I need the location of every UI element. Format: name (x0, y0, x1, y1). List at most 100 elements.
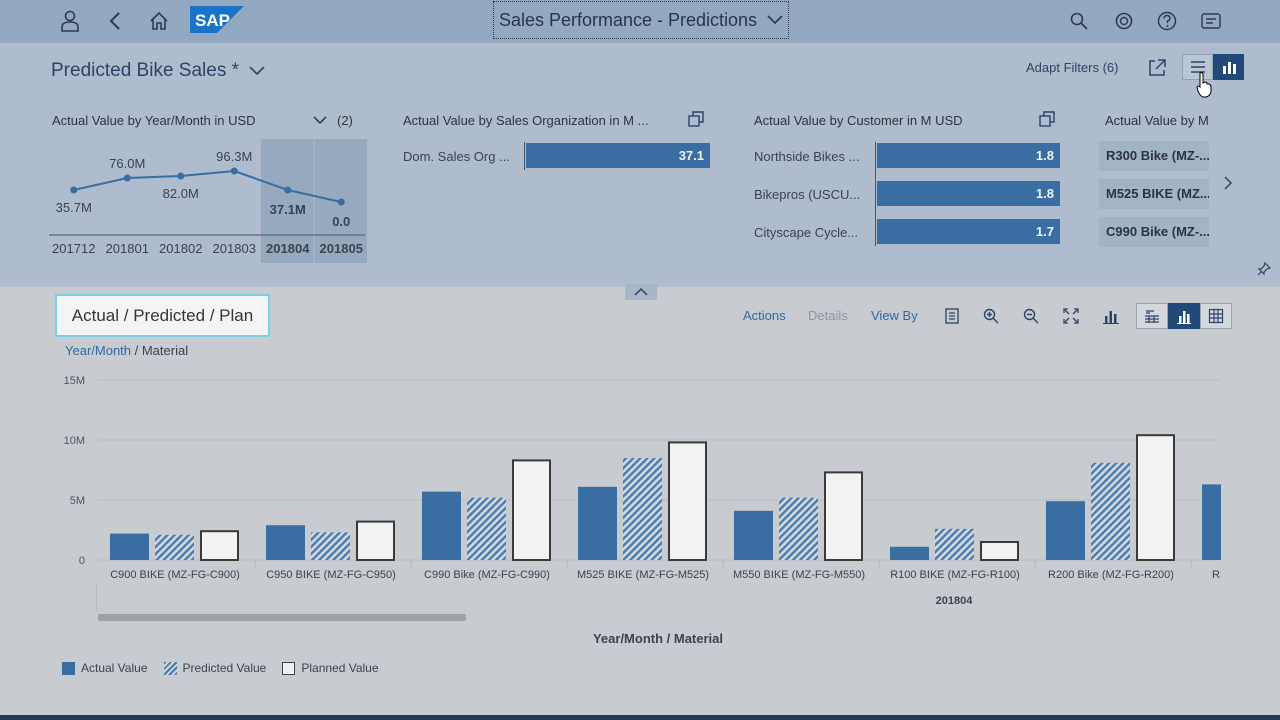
predicted-value-bar[interactable] (935, 528, 974, 560)
customer-bar[interactable]: 1.7 (877, 219, 1060, 244)
fullscreen-icon[interactable] (1060, 305, 1082, 327)
breadcrumb-link-year-month[interactable]: Year/Month (65, 343, 132, 358)
planned-value-bar[interactable] (824, 471, 863, 561)
notifications-icon[interactable] (1195, 5, 1227, 37)
period-tick-label[interactable]: 201801 (106, 241, 149, 256)
chart-view-button[interactable] (1168, 303, 1200, 329)
line-point[interactable] (177, 172, 185, 180)
x-axis-title: Year/Month / Material (592, 631, 724, 646)
actual-value-bar[interactable] (266, 525, 305, 560)
material-item[interactable]: C990 Bike (MZ-... (1099, 217, 1209, 247)
y-tick-label: 15M (64, 375, 85, 387)
details-button[interactable]: Details (808, 308, 848, 323)
planned-value-bar[interactable] (980, 541, 1019, 561)
year-month-selection-dropdown[interactable]: (2) (313, 113, 353, 128)
selected-period-highlight[interactable] (261, 139, 314, 263)
pin-icon[interactable] (1257, 262, 1271, 276)
actual-value-bar[interactable] (1202, 484, 1225, 560)
predicted-value-bar[interactable] (1091, 462, 1130, 560)
period-tick-label[interactable]: 201803 (213, 241, 256, 256)
back-icon[interactable] (99, 5, 131, 37)
chart-and-table-view-button[interactable] (1136, 303, 1168, 329)
card-title-year-month: Actual Value by Year/Month in USD (52, 113, 256, 128)
share-icon[interactable] (1146, 57, 1168, 79)
legend-item-predicted[interactable]: Predicted Value (163, 661, 267, 675)
actual-value-bar[interactable] (1046, 501, 1085, 560)
copilot-icon[interactable] (1108, 5, 1140, 37)
visual-filter-button[interactable] (1213, 54, 1244, 80)
chevron-right-icon[interactable] (1222, 175, 1234, 191)
chart-type-icon[interactable] (1100, 305, 1122, 327)
copy-icon[interactable] (1039, 111, 1057, 129)
x-tick-label[interactable]: M550 BIKE (MZ-FG-M550) (733, 569, 865, 581)
actual-predicted-plan-bar-chart[interactable]: C900 BIKE (MZ-FG-C900) C950 BIKE (MZ-FG-C… (55, 370, 1225, 610)
variant-selector[interactable]: Predicted Bike Sales * (51, 60, 265, 82)
app-title-menu[interactable]: Sales Performance - Predictions (493, 1, 789, 39)
bar-chart-icon (1176, 308, 1192, 324)
predicted-value-bar[interactable] (467, 497, 506, 560)
planned-value-bar[interactable] (1136, 434, 1175, 561)
planned-value-bar[interactable] (512, 459, 551, 561)
x-tick-label[interactable]: R100 BIKE (MZ-FG-R100) (890, 569, 1020, 581)
predicted-value-bar[interactable] (311, 532, 350, 560)
predicted-value-bar[interactable] (779, 497, 818, 560)
x-tick-label[interactable]: R200 Bike (MZ-FG-R200) (1048, 569, 1174, 581)
period-tick-label[interactable]: 201802 (159, 241, 202, 256)
material-item[interactable]: R300 Bike (MZ-... (1099, 141, 1209, 171)
chevron-down-icon (313, 116, 327, 125)
line-point[interactable] (230, 167, 238, 175)
planned-value-bar[interactable] (200, 530, 239, 561)
actual-value-bar[interactable] (110, 533, 149, 560)
actual-value-bar[interactable] (734, 510, 773, 560)
line-point[interactable] (284, 186, 292, 194)
planned-value-bar[interactable] (668, 441, 707, 561)
material-item[interactable]: M525 BIKE (MZ... (1099, 179, 1209, 209)
adapt-filters-button[interactable]: Adapt Filters (6) (1026, 60, 1119, 75)
collapse-header-button[interactable] (625, 284, 657, 300)
view-by-button[interactable]: View By (871, 308, 918, 323)
x-tick-label[interactable]: C900 BIKE (MZ-FG-C900) (110, 569, 240, 581)
legend-label: Predicted Value (182, 661, 267, 675)
period-tick-label[interactable]: 201712 (52, 241, 95, 256)
period-tick-label[interactable]: 201804 (266, 241, 310, 256)
customer-label: Northside Bikes ... (754, 149, 860, 164)
y-tick-label: 5M (70, 495, 85, 507)
predicted-value-bar[interactable] (155, 534, 194, 560)
copy-icon[interactable] (688, 111, 706, 129)
x-tick-label[interactable]: M525 BIKE (MZ-FG-M525) (577, 569, 709, 581)
x-tick-label[interactable]: C990 Bike (MZ-FG-C990) (424, 569, 550, 581)
customer-bar[interactable]: 1.8 (877, 143, 1060, 168)
line-data-label: 0.0 (332, 214, 350, 229)
customer-bar[interactable]: 1.8 (877, 181, 1060, 206)
table-icon (1208, 308, 1224, 324)
planned-value-bar[interactable] (356, 520, 395, 562)
line-data-label: 76.0M (109, 156, 145, 171)
x-tick-label[interactable]: R30 (1212, 569, 1225, 581)
user-icon[interactable] (54, 5, 86, 37)
line-point[interactable] (337, 198, 345, 206)
actions-button[interactable]: Actions (743, 308, 786, 323)
compact-view-button[interactable] (1182, 54, 1213, 80)
home-icon[interactable] (143, 5, 175, 37)
actual-value-bar[interactable] (422, 491, 461, 560)
legend-item-planned[interactable]: Planned Value (282, 661, 379, 675)
predicted-value-bar[interactable] (623, 458, 662, 560)
sap-logo[interactable]: SAP (190, 6, 244, 33)
actual-value-bar[interactable] (890, 546, 929, 560)
year-month-line-chart[interactable]: 35.7M 201712 76.0M 201801 82.0M 201802 96.3M 20… (45, 135, 370, 265)
sales-org-bar[interactable]: 37.1 (526, 143, 710, 168)
legend-item-actual[interactable]: Actual Value (62, 661, 148, 675)
search-icon[interactable] (1063, 5, 1095, 37)
line-point[interactable] (123, 174, 131, 182)
zoom-out-icon[interactable] (1020, 305, 1042, 327)
table-view-button[interactable] (1200, 303, 1232, 329)
actual-value-bar[interactable] (578, 486, 617, 560)
x-tick-label[interactable]: C950 BIKE (MZ-FG-C950) (266, 569, 396, 581)
chart-scrollbar-thumb[interactable] (98, 614, 466, 621)
legend-toggle-icon[interactable] (941, 305, 963, 327)
zoom-in-icon[interactable] (980, 305, 1002, 327)
legend-label: Planned Value (301, 661, 379, 675)
period-tick-label[interactable]: 201805 (320, 241, 363, 256)
help-icon[interactable] (1151, 5, 1183, 37)
line-point[interactable] (70, 186, 78, 194)
